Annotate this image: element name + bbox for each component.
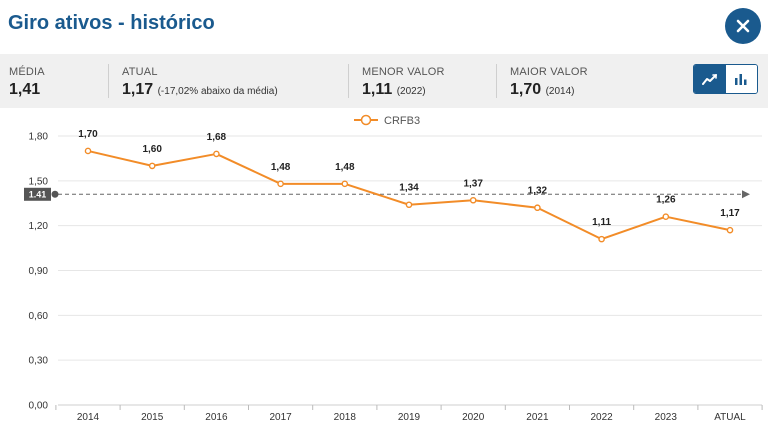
line-chart-icon xyxy=(701,74,717,85)
data-label: 1,26 xyxy=(656,195,676,206)
average-label: 1.41 xyxy=(29,189,47,199)
stat-media-value: 1,41 xyxy=(9,81,41,98)
stat-maior-note: (2014) xyxy=(545,86,575,97)
data-point[interactable] xyxy=(277,180,284,188)
x-tick-label: 2014 xyxy=(77,412,100,423)
stat-menor-value: 1,11 xyxy=(362,81,393,98)
data-label: 1,37 xyxy=(463,178,483,189)
data-label: 1,70 xyxy=(78,129,98,140)
average-badge xyxy=(24,187,51,201)
legend-label[interactable]: CRFB3 xyxy=(384,115,420,127)
stat-maior-label: MAIOR VALOR xyxy=(510,66,588,78)
stats-bar: MÉDIA 1,41 ATUAL 1,17 (-17,02% abaixo da… xyxy=(0,54,768,108)
data-label: 1,68 xyxy=(207,132,227,143)
y-tick-label: 0,90 xyxy=(29,266,49,277)
stat-atual-label: ATUAL xyxy=(122,66,158,78)
y-tick-label: 1,50 xyxy=(29,176,49,187)
bar-chart-icon xyxy=(735,74,747,85)
x-tick-label: 2023 xyxy=(655,412,678,423)
stat-maior-value: 1,70 xyxy=(510,81,542,98)
y-tick-label: 1,80 xyxy=(29,132,49,143)
close-button[interactable] xyxy=(725,8,761,44)
bar-chart-button[interactable] xyxy=(725,65,757,93)
stat-menor-note: (2022) xyxy=(396,86,426,97)
y-tick-label: 1,20 xyxy=(29,221,49,232)
y-tick-label: 0,30 xyxy=(29,356,49,367)
data-label: 1,11 xyxy=(592,217,611,228)
data-point[interactable] xyxy=(213,150,220,158)
close-icon xyxy=(736,19,750,33)
y-tick-label: 0,00 xyxy=(29,401,49,412)
legend-marker xyxy=(360,114,372,126)
stat-media-label: MÉDIA xyxy=(9,66,45,78)
divider xyxy=(108,64,109,98)
data-point[interactable] xyxy=(405,201,413,209)
x-tick-label: 2019 xyxy=(398,412,421,423)
x-tick-label: ATUAL xyxy=(714,412,746,423)
stat-atual: ATUAL 1,17 (-17,02% abaixo da média) xyxy=(122,66,278,99)
x-tick-label: 2021 xyxy=(526,412,549,423)
data-label: 1,32 xyxy=(528,186,548,197)
average-arrow xyxy=(742,190,750,199)
y-tick-label: 0,60 xyxy=(29,311,49,322)
x-tick-label: 2016 xyxy=(205,412,228,423)
data-label: 1,17 xyxy=(720,208,740,219)
line-chart: 0,00 0,30 0,60 0,90 1,20 1,50 1,80 2014 2015 2016… xyxy=(24,114,763,423)
data-point[interactable] xyxy=(469,196,477,204)
divider xyxy=(496,64,497,98)
stat-menor: MENOR VALOR 1,11 (2022) xyxy=(362,66,445,99)
x-tick-label: 2018 xyxy=(334,412,357,423)
data-point[interactable] xyxy=(662,213,670,220)
data-point[interactable] xyxy=(726,226,734,234)
stat-maior: MAIOR VALOR 1,70 (2014) xyxy=(510,66,588,99)
data-label: 1,60 xyxy=(142,144,162,155)
data-point[interactable] xyxy=(534,204,541,212)
stat-menor-label: MENOR VALOR xyxy=(362,66,445,78)
stat-atual-note: (-17,02% abaixo da média) xyxy=(157,86,278,97)
stat-atual-value: 1,17 xyxy=(122,81,154,98)
header: Giro ativos - histórico xyxy=(0,0,768,52)
chart-type-toggle xyxy=(693,64,758,94)
x-tick-label: 2017 xyxy=(269,412,292,423)
stat-media: MÉDIA 1,41 xyxy=(9,66,45,99)
x-tick-label: 2015 xyxy=(141,412,164,423)
average-dot xyxy=(51,190,59,198)
line-chart-button[interactable] xyxy=(694,65,726,93)
x-tick-label: 2020 xyxy=(462,412,485,423)
data-label: 1,34 xyxy=(399,183,419,194)
data-label: 1,48 xyxy=(335,162,355,173)
data-label: 1,48 xyxy=(271,162,291,173)
data-point[interactable] xyxy=(598,235,605,243)
x-tick-label: 2022 xyxy=(590,412,613,423)
data-point[interactable] xyxy=(341,180,349,188)
data-point[interactable] xyxy=(148,162,156,170)
divider xyxy=(348,64,349,98)
page-title: Giro ativos - histórico xyxy=(8,12,215,34)
data-point[interactable] xyxy=(84,147,92,155)
